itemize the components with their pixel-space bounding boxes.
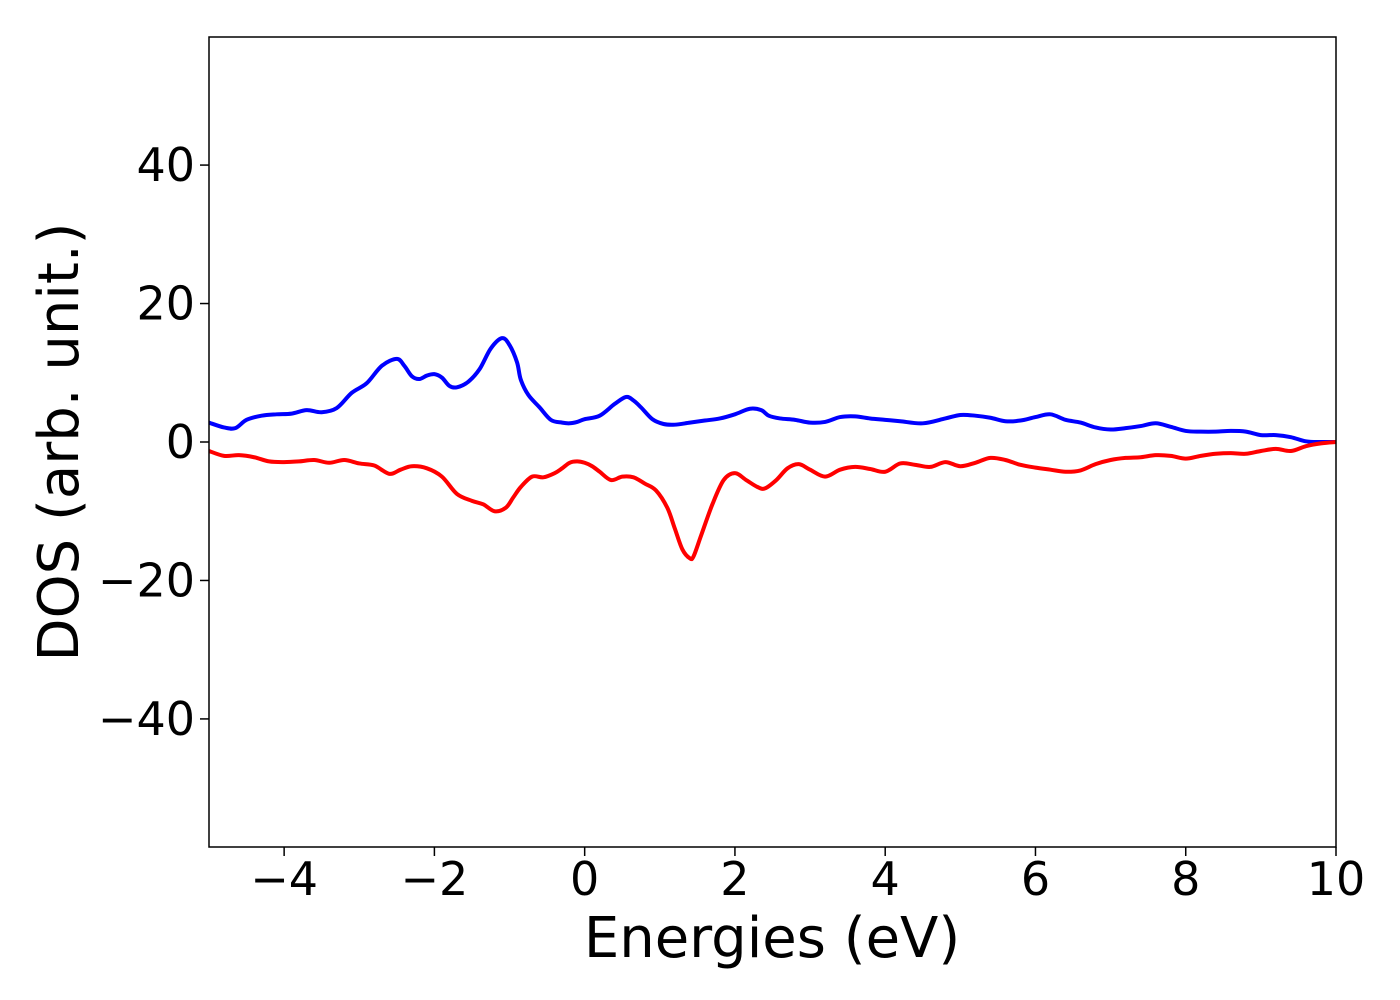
series-layer [209,336,1336,562]
x-tick-label: 0 [570,852,599,906]
x-tick-label: −2 [400,852,468,906]
y-tick-label: −20 [98,553,195,607]
y-tick-label: 0 [166,415,195,469]
x-tick-label: 6 [1021,852,1050,906]
y-tick-label: 40 [136,138,195,192]
y-axis-ticks: 40 20 0 −20 −40 [98,138,209,746]
y-tick-label: 20 [136,277,195,331]
y-axis-label: DOS (arb. unit.) [27,222,92,661]
x-axis-ticks: −4 −2 0 2 4 6 8 10 [250,847,1365,906]
x-tick-label: 8 [1171,852,1200,906]
dos-series-line-blue [209,336,1336,445]
dos-series-line-red [209,440,1336,562]
x-tick-label: 2 [720,852,749,906]
x-tick-label: 10 [1307,852,1366,906]
y-tick-label: −40 [98,692,195,746]
x-axis-label: Energies (eV) [584,906,960,971]
plot-background [209,37,1336,847]
x-tick-label: 4 [871,852,900,906]
x-tick-label: −4 [250,852,318,906]
